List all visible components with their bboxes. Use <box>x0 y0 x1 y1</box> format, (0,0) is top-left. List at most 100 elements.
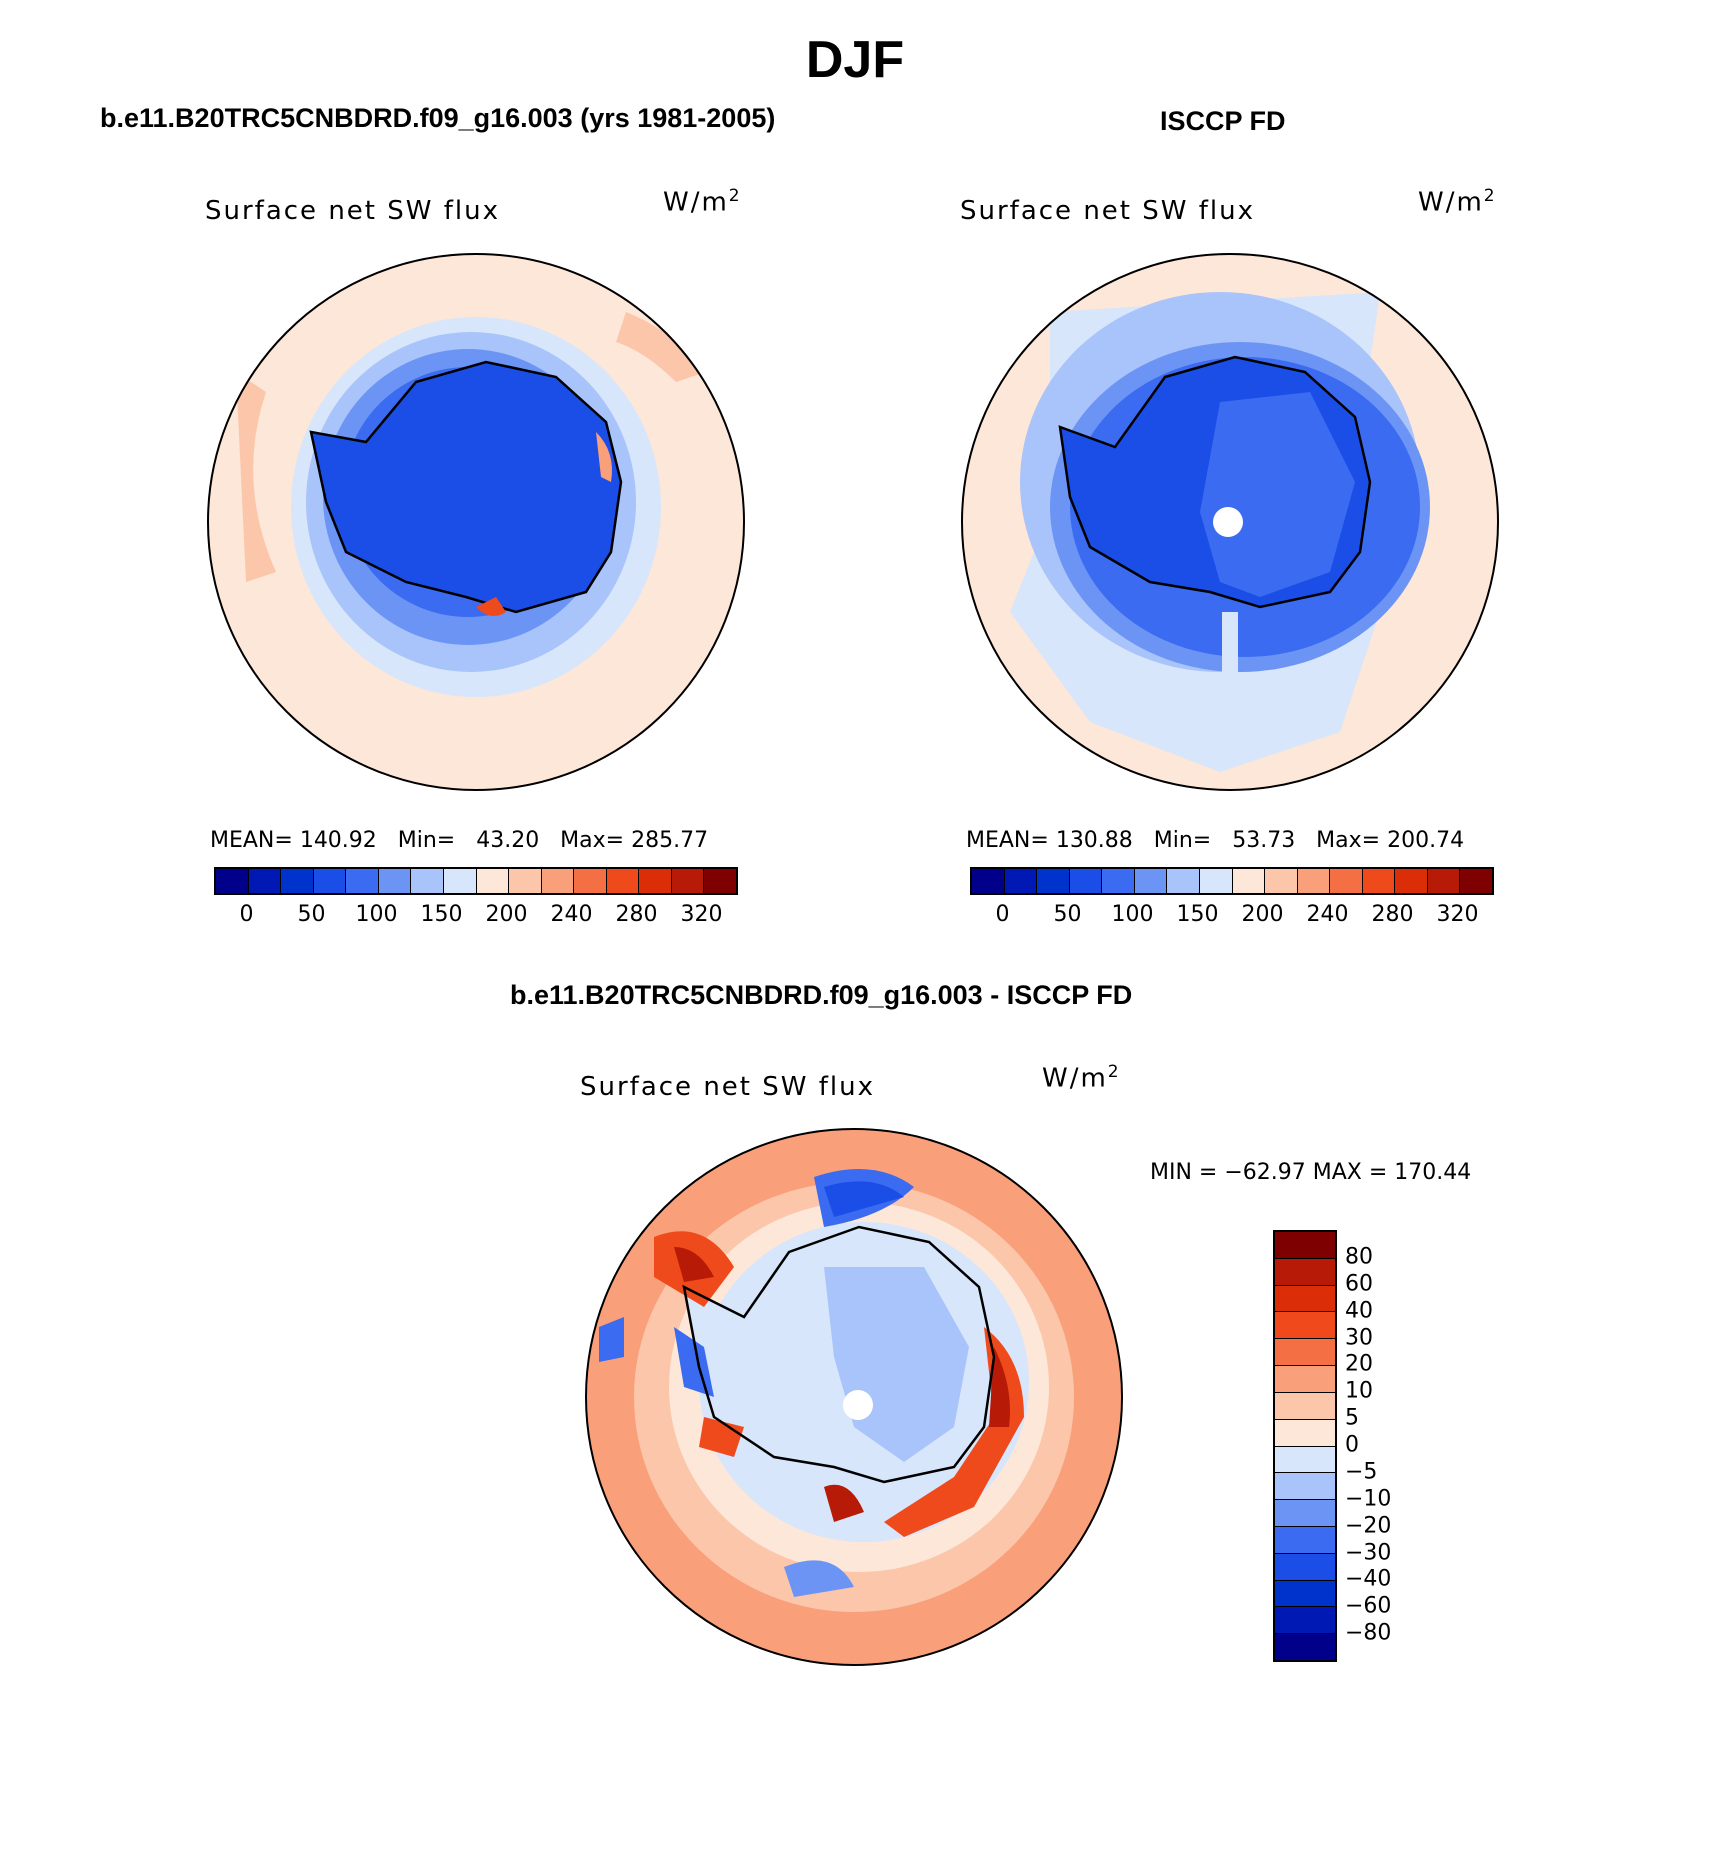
colorbar-swatch <box>1275 1365 1335 1392</box>
colorbar-tick-label: 100 <box>355 902 398 927</box>
colorbar-swatch <box>1275 1499 1335 1526</box>
colorbar-swatch <box>1275 1579 1335 1607</box>
colorbar-tick-label: 200 <box>485 902 528 927</box>
diff-colorbar <box>1273 1230 1337 1662</box>
obs-colorbar-labels: 0 50 100 150 200 240 280 320 <box>970 902 1490 932</box>
colorbar-swatch <box>670 869 704 893</box>
colorbar-swatch <box>1068 869 1102 893</box>
obs-colorbar <box>970 867 1494 895</box>
diff-colorbar-labels: 80 60 40 30 20 10 5 0 −5 −10 −20 −30 −40 −60 −80 <box>1345 1230 1425 1660</box>
colorbar-tick-label: −10 <box>1345 1486 1392 1512</box>
colorbar-swatch <box>1166 869 1199 893</box>
colorbar-swatch <box>573 869 606 893</box>
colorbar-swatch <box>312 869 346 893</box>
colorbar-swatch <box>1275 1445 1335 1473</box>
colorbar-tick-label: 280 <box>615 902 658 927</box>
colorbar-tick-label: 30 <box>1345 1325 1373 1350</box>
model-panel-title: b.e11.B20TRC5CNBDRD.f09_g16.003 (yrs 198… <box>100 103 776 133</box>
colorbar-tick-label: −20 <box>1345 1513 1392 1539</box>
colorbar-tick-label: 0 <box>239 902 254 927</box>
colorbar-swatch <box>1275 1232 1335 1258</box>
colorbar-tick-label: 100 <box>1111 902 1154 927</box>
colorbar-tick-label: 240 <box>550 902 593 927</box>
colorbar-swatch <box>1275 1284 1335 1312</box>
colorbar-tick-label: 0 <box>995 902 1010 927</box>
colorbar-tick-label: 320 <box>1436 902 1479 927</box>
colorbar-tick-label: 10 <box>1345 1378 1373 1404</box>
colorbar-swatch <box>638 869 671 893</box>
colorbar-tick-label: 200 <box>1241 902 1284 927</box>
colorbar-swatch <box>1275 1311 1335 1339</box>
colorbar-tick-label: −40 <box>1345 1566 1392 1592</box>
colorbar-swatch <box>1231 869 1265 893</box>
colorbar-swatch <box>1198 869 1232 893</box>
colorbar-swatch <box>1329 869 1362 893</box>
colorbar-tick-label: 50 <box>1053 902 1082 927</box>
colorbar-tick-label: 240 <box>1306 902 1349 927</box>
colorbar-swatch <box>605 869 639 893</box>
colorbar-swatch <box>1361 869 1395 893</box>
colorbar-tick-label: −80 <box>1345 1620 1392 1646</box>
colorbar-tick-label: 40 <box>1345 1298 1373 1324</box>
colorbar-swatch <box>1426 869 1460 893</box>
colorbar-swatch <box>1275 1552 1335 1580</box>
colorbar-swatch <box>1036 869 1069 893</box>
colorbar-tick-label: −5 <box>1345 1459 1378 1485</box>
colorbar-swatch <box>442 869 476 893</box>
colorbar-tick-label: 0 <box>1345 1432 1359 1458</box>
diff-field-label: Surface net SW flux <box>580 1072 875 1102</box>
colorbar-swatch <box>1275 1418 1335 1446</box>
obs-panel-title: ISCCP FD <box>1160 106 1286 136</box>
colorbar-swatch <box>1275 1525 1335 1553</box>
diff-polar-map <box>585 1128 1123 1666</box>
colorbar-swatch <box>280 869 313 893</box>
colorbar-tick-label: 150 <box>1176 902 1219 927</box>
colorbar-tick-label: 150 <box>420 902 463 927</box>
model-stats: MEAN= 140.92 Min= 43.20 Max= 285.77 <box>210 828 709 853</box>
main-title: DJF <box>805 31 905 89</box>
diff-panel-title: b.e11.B20TRC5CNBDRD.f09_g16.003 - ISCCP … <box>510 980 1133 1010</box>
colorbar-swatch <box>1275 1472 1335 1500</box>
colorbar-swatch <box>1003 869 1037 893</box>
obs-polar-map <box>961 253 1499 791</box>
colorbar-swatch <box>1296 869 1330 893</box>
model-colorbar-labels: 0 50 100 150 200 240 280 320 <box>214 902 734 932</box>
model-units: W/m2 <box>663 186 742 218</box>
colorbar-swatch <box>1394 869 1427 893</box>
colorbar-tick-label: 50 <box>297 902 326 927</box>
obs-field-label: Surface net SW flux <box>960 196 1255 226</box>
colorbar-swatch <box>972 869 1004 893</box>
colorbar-swatch <box>247 869 281 893</box>
colorbar-tick-label: 20 <box>1345 1351 1373 1377</box>
colorbar-swatch <box>1275 1391 1335 1419</box>
colorbar-swatch <box>1275 1257 1335 1285</box>
colorbar-swatch <box>1133 869 1167 893</box>
colorbar-tick-label: −60 <box>1345 1593 1392 1619</box>
colorbar-swatch <box>475 869 509 893</box>
colorbar-tick-label: −30 <box>1345 1540 1392 1565</box>
model-colorbar <box>214 867 738 895</box>
model-polar-map <box>207 253 745 791</box>
model-field-label: Surface net SW flux <box>205 196 500 226</box>
colorbar-tick-label: 280 <box>1371 902 1414 927</box>
obs-units: W/m2 <box>1418 186 1497 218</box>
colorbar-swatch <box>1275 1338 1335 1366</box>
colorbar-swatch <box>377 869 411 893</box>
colorbar-swatch <box>345 869 378 893</box>
colorbar-swatch <box>1459 869 1492 893</box>
colorbar-swatch <box>216 869 248 893</box>
colorbar-swatch <box>1275 1606 1335 1634</box>
colorbar-tick-label: 5 <box>1345 1405 1359 1431</box>
diff-units: W/m2 <box>1042 1062 1121 1094</box>
colorbar-tick-label: 60 <box>1345 1271 1373 1297</box>
colorbar-swatch <box>1101 869 1134 893</box>
colorbar-swatch <box>703 869 736 893</box>
colorbar-swatch <box>540 869 574 893</box>
colorbar-swatch <box>1264 869 1297 893</box>
obs-stats: MEAN= 130.88 Min= 53.73 Max= 200.74 <box>966 828 1465 853</box>
colorbar-swatch <box>410 869 443 893</box>
colorbar-swatch <box>1275 1633 1335 1660</box>
colorbar-tick-label: 80 <box>1345 1244 1373 1270</box>
diff-stats: MIN = −62.97 MAX = 170.44 <box>1150 1160 1472 1185</box>
colorbar-tick-label: 320 <box>680 902 723 927</box>
